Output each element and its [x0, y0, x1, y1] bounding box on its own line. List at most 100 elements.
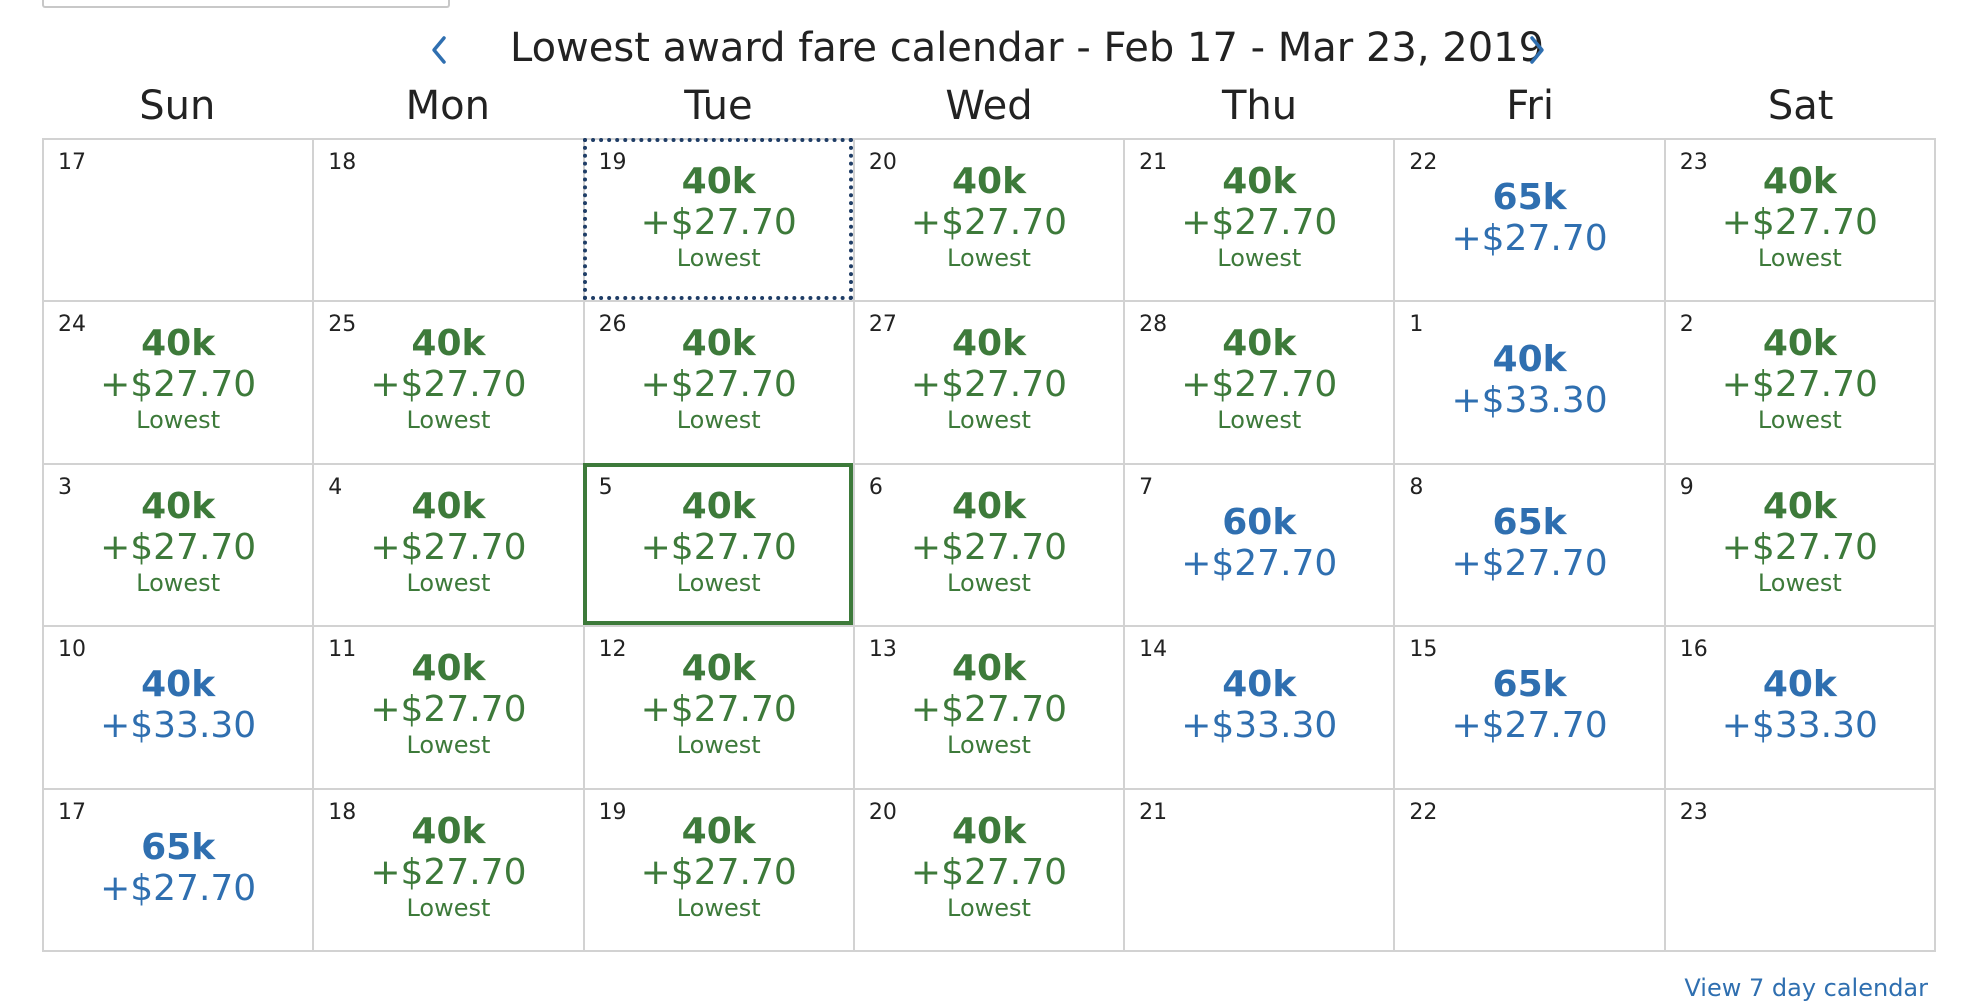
day-number: 15 — [1409, 637, 1438, 663]
tax-fee: +$27.70 — [640, 851, 797, 893]
chevron-right-icon — [1530, 36, 1544, 64]
calendar-day-cell[interactable]: 23 40k +$27.70 Lowest — [1665, 140, 1936, 303]
calendar-day-cell[interactable]: 14 40k +$33.30 — [1125, 627, 1396, 790]
day-number: 28 — [1139, 312, 1168, 338]
day-number: 25 — [328, 312, 357, 338]
weekday-fri: Fri — [1506, 83, 1554, 129]
tax-fee: +$27.70 — [1721, 364, 1878, 406]
calendar-day-cell[interactable]: 16 40k +$33.30 — [1665, 627, 1936, 790]
miles-price: 40k — [1222, 664, 1297, 706]
calendar-day-cell[interactable]: 27 40k +$27.70 Lowest — [854, 302, 1126, 465]
calendar-day-cell[interactable]: 25 40k +$27.70 Lowest — [314, 302, 585, 465]
miles-price: 65k — [1492, 501, 1567, 543]
calendar-day-cell[interactable]: 15 65k +$27.70 — [1395, 627, 1666, 790]
lowest-fare-label: Lowest — [947, 568, 1031, 597]
next-period-button[interactable] — [1516, 28, 1556, 72]
calendar-day-cell[interactable]: 20 40k +$27.70 Lowest — [854, 789, 1126, 952]
calendar-day-cell[interactable]: 9 40k +$27.70 Lowest — [1665, 464, 1936, 628]
fare-info: 40k +$27.70 Lowest — [314, 486, 582, 597]
day-number: 27 — [868, 312, 897, 338]
miles-price: 40k — [1762, 323, 1837, 365]
calendar-day-cell[interactable]: 3 40k +$27.70 Lowest — [44, 464, 315, 628]
calendar-day-cell[interactable]: 19 40k +$27.70 Lowest — [584, 789, 855, 952]
miles-price: 40k — [1762, 485, 1837, 527]
calendar-day-cell[interactable]: 22 — [1395, 789, 1666, 952]
calendar-day-cell[interactable]: 21 — [1125, 789, 1396, 952]
fare-info: 40k +$27.70 Lowest — [855, 324, 1123, 435]
calendar-day-cell[interactable]: 20 40k +$27.70 Lowest — [854, 140, 1126, 303]
lowest-fare-label: Lowest — [1217, 244, 1302, 272]
day-number: 12 — [598, 637, 627, 663]
day-number: 11 — [328, 637, 357, 663]
calendar-day-cell[interactable]: 28 40k +$27.70 Lowest — [1125, 302, 1396, 465]
fare-info: 65k +$27.70 — [1395, 178, 1663, 260]
view-7-day-calendar-link[interactable]: View 7 day calendar — [1684, 974, 1928, 1002]
lowest-fare-label: Lowest — [947, 731, 1031, 760]
lowest-fare-label: Lowest — [947, 893, 1031, 922]
fare-info: 40k +$33.30 — [1125, 665, 1393, 747]
tax-fee: +$27.70 — [910, 526, 1068, 568]
lowest-fare-label: Lowest — [947, 406, 1031, 435]
calendar-day-cell[interactable]: 8 65k +$27.70 — [1395, 464, 1666, 628]
tax-fee: +$33.30 — [1181, 705, 1338, 747]
day-number: 4 — [328, 474, 343, 500]
tax-fee: +$33.30 — [1451, 380, 1608, 422]
calendar-day-cell[interactable]: 18 40k +$27.70 Lowest — [314, 789, 585, 952]
day-number: 9 — [1679, 474, 1694, 500]
calendar-day-cell[interactable]: 21 40k +$27.70 Lowest — [1125, 140, 1396, 303]
lowest-fare-label: Lowest — [1757, 406, 1842, 435]
calendar-day-cell[interactable]: 17 65k +$27.70 — [44, 789, 315, 952]
miles-price: 40k — [681, 485, 756, 527]
weekday-header-row: Sun Mon Tue Wed Thu Fri Sat — [42, 76, 1936, 136]
calendar-day-cell[interactable]: 5 40k +$27.70 Lowest — [582, 462, 855, 628]
calendar-day-cell[interactable]: 4 40k +$27.70 Lowest — [314, 464, 585, 628]
miles-price: 65k — [1492, 664, 1567, 706]
calendar-day-cell[interactable]: 11 40k +$27.70 Lowest — [314, 627, 585, 790]
tax-fee: +$27.70 — [640, 202, 797, 243]
lowest-fare-label: Lowest — [676, 731, 761, 760]
calendar-day-cell[interactable]: 13 40k +$27.70 Lowest — [854, 627, 1126, 790]
tax-fee: +$27.70 — [640, 526, 797, 568]
miles-price: 40k — [141, 485, 216, 527]
miles-price: 40k — [411, 648, 486, 690]
calendar-day-cell[interactable]: 10 40k +$33.30 — [44, 627, 315, 790]
weekday-tue: Tue — [684, 83, 753, 129]
fare-info: 40k +$27.70 Lowest — [855, 649, 1123, 760]
tax-fee: +$27.70 — [1451, 542, 1608, 584]
tax-fee: +$27.70 — [640, 689, 797, 731]
miles-price: 40k — [681, 648, 756, 690]
fare-info: 40k +$33.30 — [1395, 340, 1663, 422]
day-number: 1 — [1409, 312, 1424, 338]
tax-fee: +$27.70 — [1181, 364, 1338, 406]
calendar-day-cell[interactable]: 22 65k +$27.70 — [1395, 140, 1666, 303]
day-number: 19 — [598, 799, 627, 825]
top-dropdown-box[interactable] — [42, 0, 450, 8]
calendar-day-cell[interactable]: 24 40k +$27.70 Lowest — [44, 302, 315, 465]
miles-price: 40k — [681, 323, 756, 365]
calendar-day-cell[interactable]: 7 60k +$27.70 — [1125, 464, 1396, 628]
lowest-fare-label: Lowest — [406, 893, 491, 922]
calendar-day-cell[interactable]: 2 40k +$27.70 Lowest — [1665, 302, 1936, 465]
fare-info: 40k +$27.70 Lowest — [1125, 324, 1393, 435]
tax-fee: +$27.70 — [370, 851, 527, 893]
day-number: 23 — [1679, 799, 1708, 825]
page-title: Lowest award fare calendar - Feb 17 - Ma… — [510, 25, 1545, 71]
calendar-day-cell[interactable]: 1 40k +$33.30 — [1395, 302, 1666, 465]
day-number: 2 — [1679, 312, 1694, 338]
fare-info: 40k +$27.70 Lowest — [585, 162, 853, 273]
day-number: 6 — [868, 474, 883, 500]
previous-period-button[interactable] — [420, 28, 460, 72]
tax-fee: +$27.70 — [370, 526, 527, 568]
calendar-day-cell[interactable]: 19 40k +$27.70 Lowest — [582, 137, 855, 303]
calendar-day-cell[interactable]: 23 — [1665, 789, 1936, 952]
calendar-day-cell[interactable]: 6 40k +$27.70 Lowest — [854, 464, 1126, 628]
tax-fee: +$27.70 — [1451, 705, 1608, 747]
miles-price: 40k — [141, 664, 216, 706]
calendar-day-cell[interactable]: 12 40k +$27.70 Lowest — [584, 627, 855, 790]
calendar-day-cell[interactable]: 17 — [44, 140, 315, 303]
calendar-day-cell[interactable]: 18 — [314, 140, 585, 303]
miles-price: 40k — [1762, 161, 1837, 202]
calendar-day-cell[interactable]: 26 40k +$27.70 Lowest — [584, 302, 855, 465]
day-number: 17 — [58, 799, 86, 825]
tax-fee: +$27.70 — [1721, 526, 1878, 568]
